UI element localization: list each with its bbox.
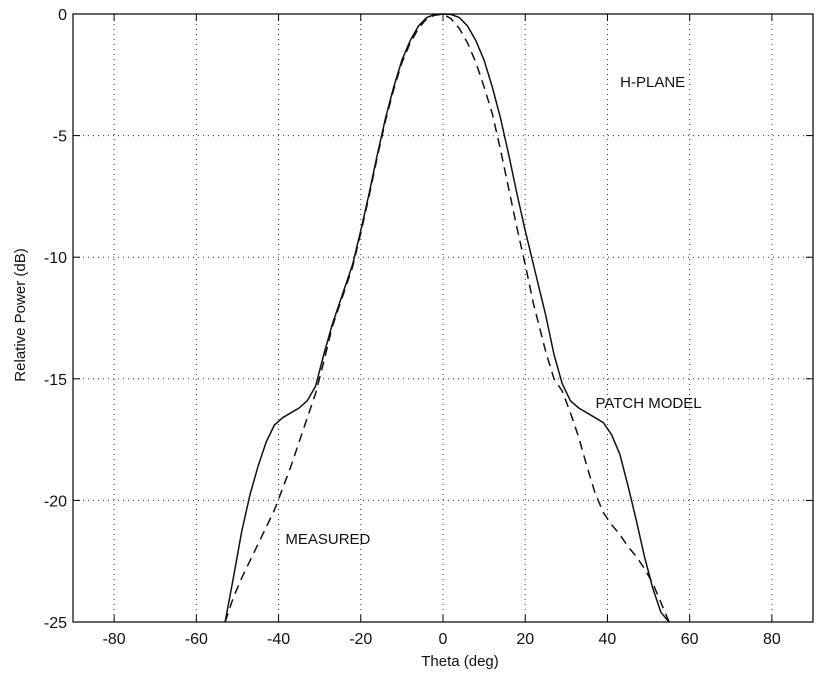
y-tick-label: -20	[44, 493, 67, 510]
x-tick-label: 60	[681, 631, 699, 648]
x-tick-label: -60	[185, 631, 208, 648]
y-tick-label: -5	[53, 129, 67, 146]
annotation-layer: H-PLANE PATCH MODEL MEASURED	[285, 74, 701, 548]
y-tick-label: -10	[44, 250, 67, 267]
annotation-label: H-PLANE	[620, 74, 685, 91]
y-tick-label: -25	[44, 615, 67, 632]
y-tick-label: -15	[44, 372, 67, 389]
tick-layer: -80 -60 -40 -20 0 20 40 60 80 0 -5 -10 -15 -20 -25	[44, 7, 813, 648]
y-tick-label: 0	[58, 7, 67, 24]
x-tick-label: 0	[439, 631, 448, 648]
x-tick-label: -40	[267, 631, 290, 648]
x-tick-label: 20	[516, 631, 534, 648]
x-axis-label: Theta (deg)	[421, 653, 499, 670]
grid-layer	[73, 14, 813, 622]
x-tick-label: -80	[103, 631, 126, 648]
annotation-label: PATCH MODEL	[595, 395, 701, 412]
x-tick-label: 80	[763, 631, 781, 648]
x-tick-label: 40	[599, 631, 617, 648]
annotation-label: MEASURED	[285, 531, 370, 548]
x-tick-label: -20	[349, 631, 372, 648]
frame-layer	[72, 13, 814, 623]
y-axis-label: Relative Power (dB)	[12, 248, 29, 381]
plot-frame	[72, 13, 814, 623]
series-line-dashed	[224, 13, 670, 623]
